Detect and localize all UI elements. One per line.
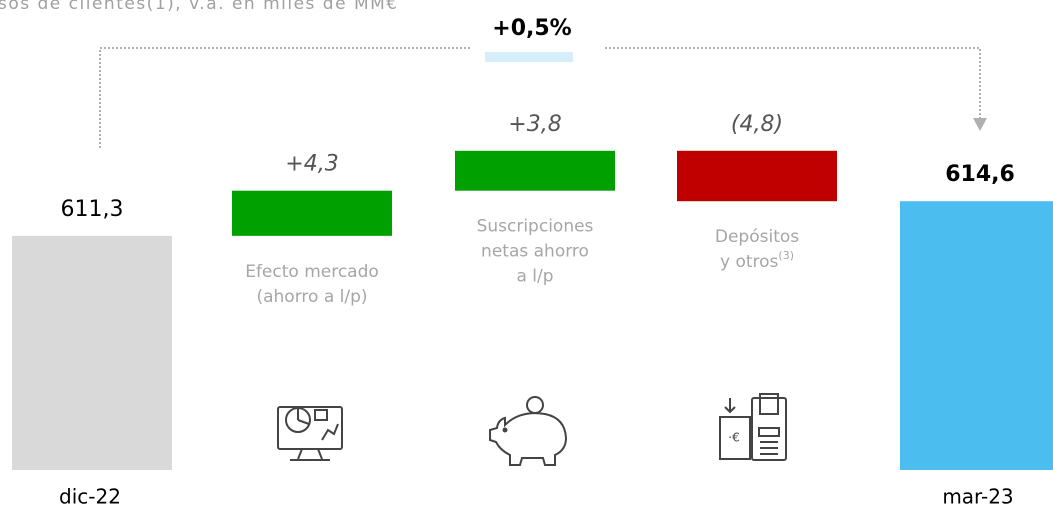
chart-title: sos de clientes(1), v.a. en miles de MM€ [0, 0, 399, 14]
value-label: +3,8 [508, 112, 561, 137]
category-label: Suscripciones netas ahorro a l/p [477, 217, 594, 287]
category-label: Efecto mercado (ahorro a l/p) [245, 262, 379, 307]
bracket-right [605, 47, 981, 118]
icon-monitor [277, 406, 343, 461]
change-label: +0,5% [492, 16, 571, 41]
value-label: 611,3 [61, 197, 124, 222]
bracket-arrow [973, 118, 987, 131]
category-label: Depósitos y otros(3) [715, 227, 799, 272]
change-highlight [485, 52, 573, 62]
category-line: a l/p [516, 267, 553, 287]
category-line: Efecto mercado [245, 262, 379, 282]
category-line: y otros [720, 252, 779, 272]
svg-text:·€: ·€ [728, 431, 739, 445]
value-label: +4,3 [285, 152, 338, 177]
category-note: (3) [778, 249, 794, 262]
change-bracket [99, 47, 981, 148]
bar [677, 150, 837, 202]
category-line: Depósitos [715, 227, 799, 247]
bar [232, 190, 392, 236]
category-line: Suscripciones [477, 217, 594, 237]
bar [455, 150, 615, 191]
icon-piggy-bank [489, 396, 568, 466]
bracket-left [99, 47, 470, 148]
x-tick-label: mar-23 [942, 485, 1013, 509]
icon-payment-terminal: ·€ [719, 393, 787, 461]
value-label: 614,6 [945, 162, 1015, 187]
bar [12, 235, 172, 470]
x-tick-label: dic-22 [59, 485, 121, 509]
value-label: (4,8) [731, 112, 783, 137]
category-line: netas ahorro [481, 242, 589, 262]
bar [900, 201, 1053, 470]
category-line: (ahorro a l/p) [256, 287, 367, 307]
